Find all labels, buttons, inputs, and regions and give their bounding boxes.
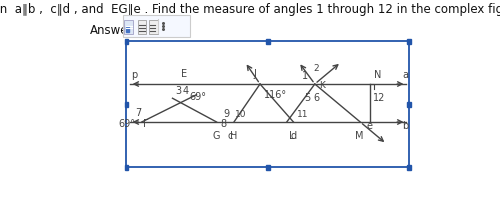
Text: 1: 1 bbox=[302, 71, 308, 81]
Text: K: K bbox=[319, 82, 324, 91]
Text: 2: 2 bbox=[314, 64, 319, 73]
Text: 5: 5 bbox=[304, 93, 310, 103]
Text: L: L bbox=[290, 131, 295, 141]
Text: 69°: 69° bbox=[190, 92, 207, 102]
Text: G: G bbox=[213, 131, 220, 141]
Text: a: a bbox=[402, 70, 408, 80]
Text: p: p bbox=[132, 70, 138, 80]
Bar bbox=[126, 27, 129, 32]
Bar bbox=[149, 20, 158, 34]
Text: 12: 12 bbox=[373, 93, 386, 103]
Text: 9: 9 bbox=[223, 109, 229, 119]
Text: J: J bbox=[253, 69, 256, 79]
Bar bbox=[123, 15, 190, 37]
Text: 6: 6 bbox=[314, 93, 320, 103]
Text: M: M bbox=[354, 131, 363, 141]
Text: 3: 3 bbox=[176, 86, 182, 96]
Text: 11: 11 bbox=[298, 110, 309, 119]
Text: F: F bbox=[143, 119, 148, 129]
Text: 7: 7 bbox=[136, 108, 141, 118]
Text: c: c bbox=[228, 131, 232, 141]
Text: N: N bbox=[374, 70, 381, 80]
Text: e: e bbox=[367, 121, 373, 131]
Bar bbox=[124, 38, 128, 44]
Bar bbox=[408, 101, 410, 106]
Text: 8: 8 bbox=[220, 119, 226, 129]
Bar bbox=[124, 165, 128, 170]
Text: E: E bbox=[182, 69, 188, 79]
Text: b: b bbox=[402, 121, 408, 131]
Text: Answer:: Answer: bbox=[90, 24, 137, 37]
Text: Given  a∥b ,  c∥d , and  EG∥e . Find the measure of angles 1 through 12 in the c: Given a∥b , c∥d , and EG∥e . Find the me… bbox=[0, 3, 500, 16]
Text: 4: 4 bbox=[182, 86, 188, 96]
Text: d: d bbox=[290, 131, 296, 141]
Text: 10: 10 bbox=[236, 110, 247, 119]
Bar bbox=[408, 165, 410, 170]
Text: 69°: 69° bbox=[118, 119, 135, 129]
Text: H: H bbox=[230, 131, 237, 141]
Bar bbox=[124, 101, 128, 106]
Bar bbox=[138, 20, 146, 34]
Text: 116°: 116° bbox=[264, 90, 287, 100]
Bar bbox=[266, 165, 270, 170]
Bar bbox=[266, 38, 270, 44]
Bar bbox=[408, 38, 410, 44]
Bar bbox=[124, 20, 133, 34]
